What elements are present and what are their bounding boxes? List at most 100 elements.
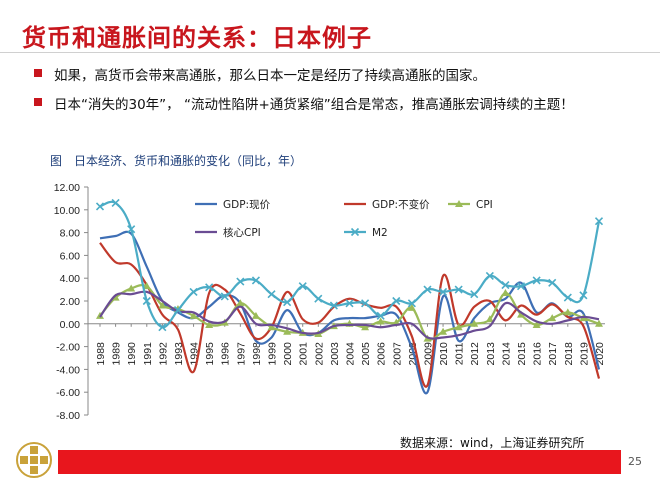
series-line bbox=[99, 290, 600, 340]
legend-marker bbox=[350, 227, 360, 237]
x-tick-label: 2001 bbox=[298, 342, 310, 366]
x-tick-label: 1992 bbox=[157, 342, 169, 366]
x-tick-label: 2003 bbox=[329, 342, 341, 366]
data-point bbox=[158, 323, 167, 332]
data-point bbox=[595, 319, 603, 327]
x-tick-label: 2004 bbox=[345, 342, 357, 366]
data-point bbox=[236, 299, 245, 307]
data-point bbox=[548, 278, 557, 287]
data-point bbox=[548, 314, 557, 322]
x-tick-label: 2019 bbox=[578, 342, 590, 366]
y-tick-label: 10.00 bbox=[54, 205, 80, 217]
y-tick-label: 4.00 bbox=[60, 273, 81, 285]
x-tick-label: 2005 bbox=[360, 342, 372, 366]
data-point bbox=[142, 296, 151, 306]
data-point bbox=[251, 311, 260, 319]
data-point bbox=[532, 276, 541, 285]
bullet-text: 如果，高货币会带来高通胀，那么日本一定是经历了持续高通胀的国家。 bbox=[54, 68, 486, 84]
data-point bbox=[220, 292, 229, 301]
x-tick-label: 2017 bbox=[547, 342, 559, 366]
data-point bbox=[189, 311, 198, 319]
x-tick-label: 2011 bbox=[454, 342, 466, 365]
line-chart: 12.00 10.00 8.00 6.00 4.00 2.00 0.00 -2.00 -4.00… bbox=[54, 182, 606, 422]
data-point bbox=[95, 202, 105, 211]
x-tick-label: 2006 bbox=[376, 342, 388, 366]
legend-label: CPI bbox=[476, 199, 493, 211]
data-point bbox=[142, 282, 151, 290]
data-point bbox=[158, 301, 167, 309]
data-point bbox=[407, 299, 416, 308]
data-point bbox=[563, 293, 572, 302]
legend-marker bbox=[455, 200, 463, 207]
bullet-text: 日本“消失的30年”， “流动性陷阱+通货紧缩”组合是常态，推高通胀宏调持续的主… bbox=[54, 97, 574, 113]
legend-label: M2 bbox=[372, 227, 388, 239]
data-point bbox=[392, 296, 401, 306]
x-tick-label: 1990 bbox=[126, 342, 138, 366]
x-tick-label: 2000 bbox=[282, 342, 294, 366]
x-tick-label: 1993 bbox=[173, 342, 185, 366]
data-point bbox=[470, 290, 479, 299]
legend-label: GDP:不变价 bbox=[372, 198, 430, 211]
x-tick-label: 1989 bbox=[111, 342, 123, 366]
y-tick-label: -4.00 bbox=[56, 364, 80, 376]
data-point bbox=[361, 299, 370, 308]
footer-bar bbox=[58, 450, 621, 474]
data-point bbox=[517, 310, 526, 318]
data-point bbox=[283, 327, 292, 335]
data-point bbox=[485, 315, 494, 323]
data-point bbox=[454, 285, 463, 294]
x-tick-label: 1988 bbox=[95, 342, 107, 366]
data-point bbox=[127, 225, 136, 234]
page-number: 25 bbox=[628, 455, 642, 468]
data-point bbox=[251, 276, 261, 285]
legend-label: GDP:现价 bbox=[223, 199, 271, 211]
data-point bbox=[532, 320, 541, 328]
x-tick-label: 2018 bbox=[563, 342, 575, 366]
x-tick-label: 1999 bbox=[267, 342, 279, 366]
x-tick-label: 2012 bbox=[469, 342, 481, 366]
data-point bbox=[329, 301, 338, 310]
data-point bbox=[470, 319, 479, 327]
data-point bbox=[376, 311, 385, 320]
data-point bbox=[173, 306, 183, 315]
bullet-square-icon bbox=[34, 98, 42, 106]
data-point bbox=[267, 323, 276, 331]
data-point bbox=[236, 277, 245, 286]
y-tick-label: -8.00 bbox=[56, 410, 80, 422]
data-point bbox=[111, 293, 120, 301]
data-point bbox=[439, 327, 448, 335]
slide-title: 货币和通胀间的关系：日本例子 bbox=[22, 24, 372, 52]
x-tick-label: 2007 bbox=[391, 342, 403, 366]
data-point bbox=[563, 308, 572, 316]
data-point bbox=[283, 298, 292, 307]
y-tick-label: -2.00 bbox=[56, 342, 80, 354]
x-tick-label: 1998 bbox=[251, 342, 263, 366]
bullet-list: 如果，高货币会带来高通胀，那么日本一定是经历了持续高通胀的国家。 日本“消失的3… bbox=[34, 64, 654, 122]
data-point bbox=[205, 320, 214, 328]
bullet-square-icon bbox=[34, 69, 42, 77]
data-point bbox=[189, 287, 198, 296]
legend-label: 核心CPI bbox=[223, 226, 261, 239]
x-tick-label: 1995 bbox=[204, 342, 216, 366]
data-point bbox=[127, 284, 136, 292]
chart-area: 12.00 10.00 8.00 6.00 4.00 2.00 0.00 -2.00 -4.00… bbox=[0, 170, 660, 430]
data-point bbox=[111, 198, 120, 208]
x-tick-label: 1991 bbox=[142, 342, 154, 366]
x-tick-label: 2016 bbox=[532, 342, 544, 366]
data-point bbox=[376, 317, 385, 325]
y-tick-label: 0.00 bbox=[60, 319, 81, 331]
data-source: 数据来源：wind，上海证券研究所 bbox=[400, 436, 585, 450]
data-point bbox=[485, 271, 494, 280]
data-point bbox=[579, 291, 588, 300]
y-tick-label: 2.00 bbox=[60, 296, 81, 308]
x-tick-label: 2013 bbox=[485, 342, 497, 366]
data-point bbox=[407, 303, 416, 311]
data-point bbox=[314, 294, 323, 303]
x-tick-label: 2010 bbox=[438, 342, 450, 366]
y-tick-label: 8.00 bbox=[60, 228, 81, 240]
data-point bbox=[205, 283, 214, 292]
data-point bbox=[516, 282, 526, 291]
y-tick-label: -6.00 bbox=[56, 387, 80, 399]
data-point bbox=[501, 289, 510, 297]
data-point bbox=[438, 287, 448, 296]
